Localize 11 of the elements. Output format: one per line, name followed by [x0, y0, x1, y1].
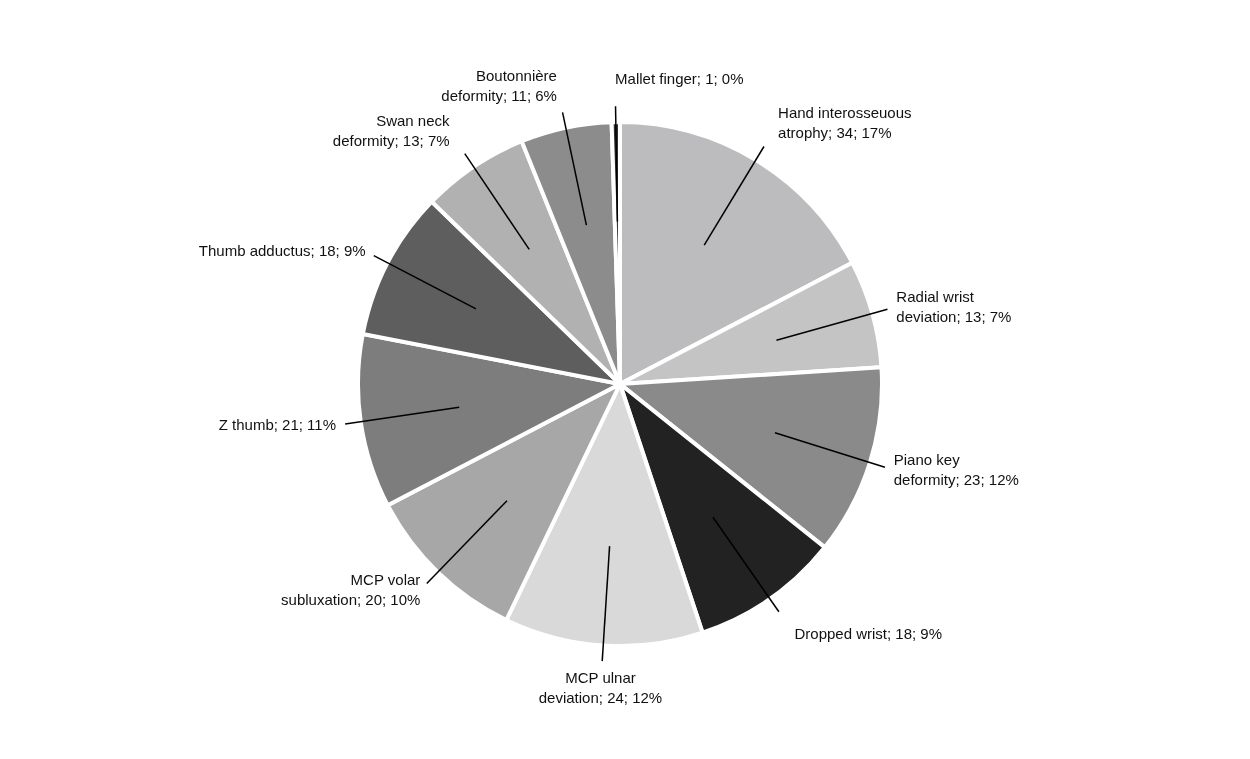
- slice-label: Dropped wrist; 18; 9%: [794, 625, 943, 643]
- slice-label: Hand interosseuous atrophy; 34; 17%: [778, 104, 912, 142]
- slice-label: Boutonnière deformity; 11; 6%: [441, 66, 557, 104]
- slice-label: Z thumb; 21; 11%: [218, 416, 337, 434]
- slice-label: MCP ulnar deviation; 24; 12%: [538, 669, 663, 707]
- slice-label: MCP volar subluxation; 20; 10%: [281, 571, 421, 609]
- slice-label: Radial wrist deviation; 13; 7%: [896, 287, 1012, 325]
- slice-label: Mallet finger; 1; 0%: [615, 70, 744, 88]
- slice-label: Swan neck deformity; 13; 7%: [332, 112, 451, 150]
- slice-label: Piano key deformity; 23; 12%: [893, 451, 1019, 489]
- slice-label: Thumb adductus; 18; 9%: [198, 242, 366, 260]
